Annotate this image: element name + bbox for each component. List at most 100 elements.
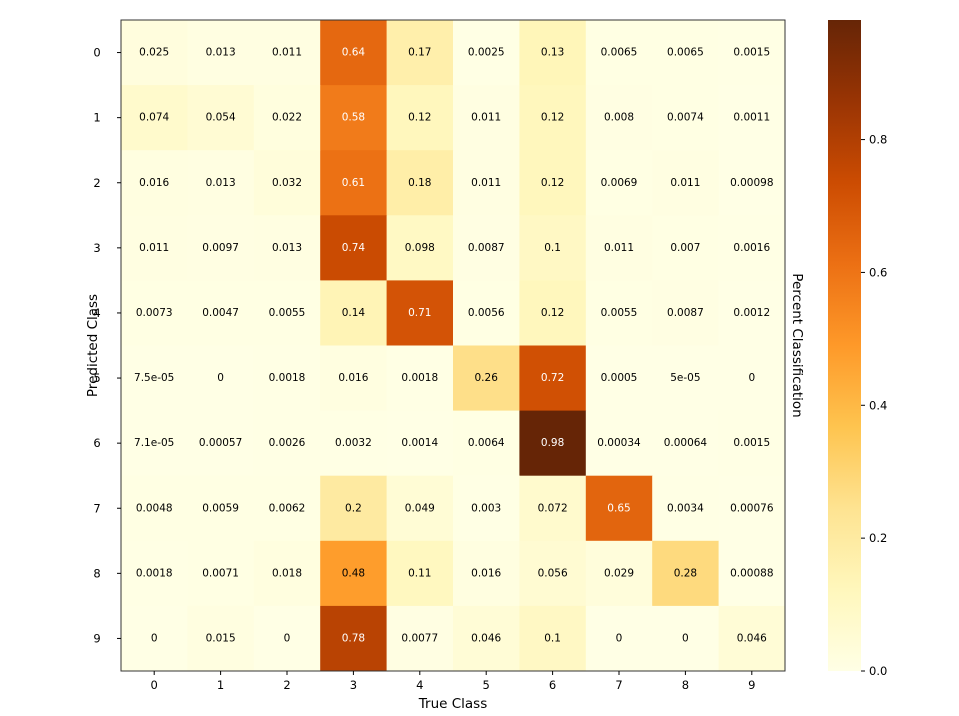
heatmap-cell — [187, 345, 255, 412]
heatmap-cells — [121, 20, 786, 672]
plot-frame — [120, 19, 786, 672]
cell-value-label: 0.015 — [206, 632, 236, 644]
cell-value-label: 0.00064 — [664, 437, 708, 449]
cell-value-label: 0.00076 — [730, 502, 774, 514]
heatmap-cell — [718, 540, 786, 607]
colorbar-tick-label: 0.8 — [869, 133, 887, 147]
cell-value-label: 7.1e-05 — [134, 437, 174, 449]
heatmap-cell — [121, 20, 188, 86]
heatmap-cell — [453, 280, 520, 346]
y-tick-label: 3 — [93, 241, 100, 255]
heatmap-cell — [585, 215, 653, 281]
heatmap-cell — [121, 345, 188, 412]
cell-value-label: 0.013 — [272, 242, 302, 254]
cell-value-label: 0 — [682, 632, 689, 644]
cell-value-label: 0.074 — [139, 112, 169, 124]
cell-value-label: 0.72 — [541, 372, 564, 384]
heatmap-cell — [718, 605, 786, 672]
cell-value-label: 0.049 — [405, 502, 435, 514]
cell-value-label: 0.046 — [471, 632, 501, 644]
cell-value-label: 0.029 — [604, 567, 634, 579]
cell-value-label: 0.018 — [272, 567, 302, 579]
y-tick-label: 2 — [93, 176, 100, 190]
cell-value-label: 0.0018 — [136, 567, 173, 579]
cell-value-label: 0.11 — [408, 567, 431, 579]
heatmap-cell — [253, 345, 321, 412]
cell-value-label: 0.016 — [139, 177, 169, 189]
x-tick-label: 3 — [350, 678, 357, 692]
cell-value-label: 0.0074 — [667, 112, 704, 124]
heatmap-cell — [121, 280, 188, 346]
heatmap-cell — [187, 605, 255, 672]
heatmap-cell — [652, 345, 720, 412]
heatmap-cell — [386, 345, 454, 412]
cell-value-label: 0.0048 — [136, 502, 173, 514]
cell-value-label: 0.00034 — [597, 437, 641, 449]
cell-value-label: 0.1 — [544, 632, 561, 644]
cell-value-label: 0.0062 — [269, 502, 306, 514]
cell-value-label: 0.17 — [408, 47, 431, 59]
heatmap-cell — [652, 475, 720, 542]
heatmap-cell — [652, 20, 720, 86]
heatmap-cell — [187, 215, 255, 281]
y-axis-ticks: 0 1 2 3 4 5 6 7 8 9 — [93, 46, 121, 645]
heatmap-cell — [652, 540, 720, 607]
heatmap-cell — [585, 410, 653, 477]
heatmap-cell — [320, 410, 388, 477]
y-tick-label: 6 — [93, 436, 100, 450]
cell-value-label: 0.0018 — [401, 372, 438, 384]
heatmap-cell — [453, 605, 520, 672]
cell-value-label: 0.0059 — [202, 502, 239, 514]
heatmap-cell — [253, 20, 321, 86]
y-tick-label: 7 — [93, 501, 100, 515]
heatmap-cell — [519, 280, 587, 346]
colorbar — [828, 20, 861, 671]
heatmap-cell — [718, 280, 786, 346]
cell-value-label: 0.14 — [342, 307, 366, 319]
colorbar-tick-label: 0.6 — [869, 265, 887, 279]
cell-value-label: 0.18 — [408, 177, 431, 189]
cell-value-label: 0.00057 — [199, 437, 242, 449]
heatmap-cell — [519, 215, 587, 281]
y-tick-label: 4 — [93, 306, 100, 320]
cell-value-label: 0.58 — [342, 112, 365, 124]
cell-value-label: 0.013 — [206, 47, 236, 59]
heatmap-cell — [320, 215, 388, 281]
heatmap-cell — [519, 475, 587, 542]
heatmap-cell — [386, 280, 454, 346]
heatmap-cell — [253, 475, 321, 542]
heatmap-cell — [453, 410, 520, 477]
heatmap-cell — [320, 20, 388, 86]
cell-value-label: 5e-05 — [670, 372, 700, 384]
heatmap-cell — [718, 475, 786, 542]
cell-value-label: 7.5e-05 — [134, 372, 174, 384]
cell-value-label: 0.0065 — [667, 47, 704, 59]
cell-value-label: 0.0097 — [202, 242, 239, 254]
heatmap-cell — [320, 150, 388, 216]
heatmap-cell — [585, 345, 653, 412]
heatmap-cell — [121, 410, 188, 477]
heatmap-cell — [652, 85, 720, 151]
heatmap-cell — [386, 85, 454, 151]
heatmap-cell — [253, 410, 321, 477]
heatmap-cell — [652, 150, 720, 216]
cell-value-label: 0.016 — [471, 567, 501, 579]
heatmap-cell — [519, 345, 587, 412]
heatmap-cell — [386, 540, 454, 607]
heatmap-cell — [519, 85, 587, 151]
heatmap-cell — [718, 150, 786, 216]
x-tick-label: 4 — [416, 678, 423, 692]
cell-value-label: 0 — [151, 632, 158, 644]
heatmap-cell — [121, 215, 188, 281]
cell-value-label: 0.0012 — [733, 307, 770, 319]
cell-value-label: 0.0005 — [601, 372, 638, 384]
cell-value-label: 0.0055 — [601, 307, 638, 319]
heatmap-cell — [453, 540, 520, 607]
colorbar-ticks: 0.0 0.2 0.4 0.6 0.8 — [861, 133, 887, 678]
colorbar-tick-label: 0.0 — [869, 664, 887, 678]
cell-value-label: 0.2 — [345, 502, 362, 514]
cell-value-label: 0.0069 — [601, 177, 638, 189]
heatmap-cell — [320, 280, 388, 346]
heatmap-cell — [253, 85, 321, 151]
heatmap-cell — [320, 345, 388, 412]
